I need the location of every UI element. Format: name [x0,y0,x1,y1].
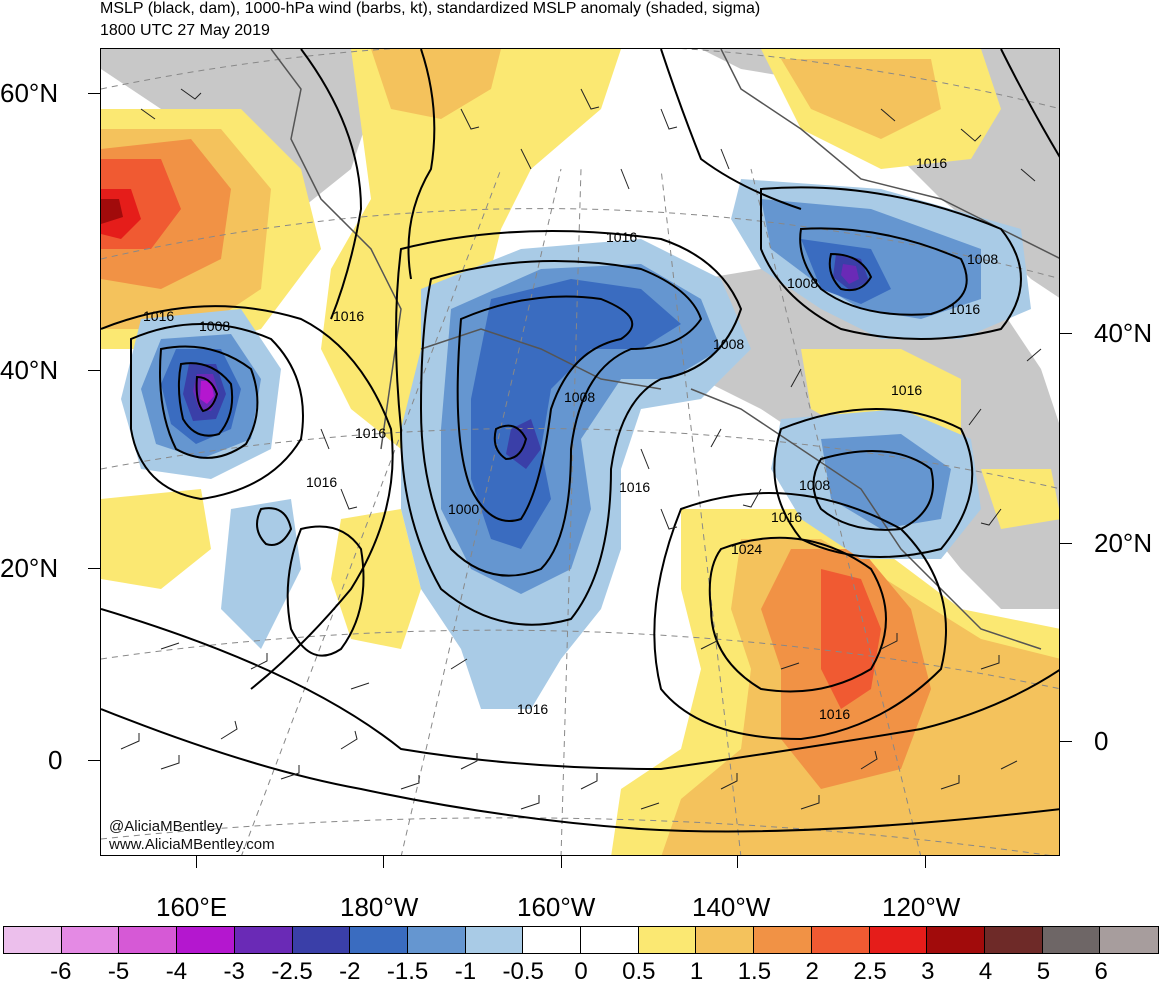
lat-tick-right [1060,543,1072,544]
lat-label-right: 0 [1094,726,1109,756]
lon-label: 140°W [692,892,771,922]
isobar-label: 1016 [606,229,637,245]
colorbar-swatch [4,927,62,953]
isobar-label: 1008 [799,477,830,493]
lat-label-right: 20°N [1094,528,1153,558]
colorbar-swatch [1100,927,1159,953]
isobars [101,49,1059,833]
colorbar-label: 6 [1094,958,1108,985]
colorbar-label: -5 [107,958,130,985]
colorbar-label: 5 [1036,958,1051,985]
colorbar-label: 0.5 [622,958,656,985]
isobar-label: 1016 [333,308,364,324]
colorbar-label: -1 [454,958,477,985]
colorbar-label: 3 [921,958,935,985]
wind-barbs [120,88,1042,810]
colorbar-swatch [984,927,1043,953]
colorbar-swatch [927,927,985,953]
colorbar-label: 0 [574,958,588,985]
colorbar-label: 1.5 [737,958,772,985]
colorbar-label: 4 [978,958,993,985]
lon-label: 160°E [156,892,228,922]
watermark-url: www.AliciaMBentley.com [108,836,275,853]
isobar-label: 1016 [143,308,174,324]
map-panel: 1016 1008 1016 1016 1016 1016 1008 1000 … [100,48,1060,856]
lat-tick [88,760,100,761]
lon-label: 180°W [340,892,419,922]
anomaly-colorbar [3,926,1159,954]
lat-label-left: 60°N [0,78,59,108]
colorbar-swatch [523,927,582,953]
colorbar-label: -4 [165,958,188,985]
isobar-label: 1008 [199,318,230,334]
lon-tick [561,856,562,868]
colorbar-label: -6 [50,958,72,985]
map-valid-time: 1800 UTC 27 May 2019 [100,22,270,39]
isobar-label: 1016 [819,706,850,722]
isobar-label: 1016 [306,474,337,490]
graticule [101,49,1059,855]
colorbar-swatch [638,927,697,953]
isobar-label: 1016 [771,509,802,525]
colorbar-swatch [407,927,466,953]
colorbar-label: 2 [805,958,819,985]
isobar-label: 1008 [564,389,595,405]
lat-label-left: 20°N [0,553,59,583]
isobar-label: 1016 [517,701,548,717]
colorbar-swatch [754,927,812,953]
map-title: MSLP (black, dam), 1000-hPa wind (barbs,… [100,0,761,17]
colorbar-swatch [465,927,524,953]
negative-anomaly-shading [121,179,1031,709]
isobar-labels: 1016 1008 1016 1016 1016 1016 1008 1000 … [143,155,998,722]
map-canvas: 1016 1008 1016 1016 1016 1016 1008 1000 … [101,49,1059,855]
isobar-label: 1000 [448,501,479,517]
colorbar-label: -1.5 [386,958,429,985]
isobar-label: 1016 [916,155,947,171]
lat-label-left: 0 [48,745,63,775]
lon-label: 160°W [517,892,596,922]
colorbar-swatch [350,927,408,953]
isobar-label: 1016 [619,479,650,495]
colorbar-swatch [1042,927,1101,953]
colorbar-swatch [292,927,351,953]
lat-tick-right [1060,741,1072,742]
lat-label-left: 40°N [0,355,59,385]
colorbar-swatch [177,927,235,953]
colorbar-label: -2 [339,958,361,985]
lon-tick [196,856,197,868]
isobar-label: 1016 [891,382,922,398]
lat-tick [88,370,100,371]
colorbar-swatch [581,927,639,953]
watermark: @AliciaMBentley www.AliciaMBentley.com [108,818,275,853]
colorbar-swatch [234,927,293,953]
watermark-handle: @AliciaMBentley [109,818,223,835]
lon-label: 120°W [882,892,961,922]
isobar-label: 1008 [713,336,744,352]
colorbar-label: -0.5 [502,958,544,985]
lon-tick [925,856,926,868]
lon-tick [383,856,384,868]
colorbar-swatch [696,927,755,953]
colorbar-label: -3 [223,958,245,985]
lat-tick [88,93,100,94]
lat-label-right: 40°N [1094,318,1153,348]
isobar-label: 1016 [355,425,386,441]
colorbar-swatch [61,927,120,953]
colorbar-swatch [869,927,928,953]
colorbar-swatch [119,927,178,953]
colorbar-label: -2.5 [271,958,313,985]
isobar-label: 1008 [787,275,818,291]
isobar-label: 1008 [967,251,998,267]
colorbar-swatch [811,927,870,953]
colorbar-label: 1 [689,958,704,985]
colorbar-label: 2.5 [853,958,887,985]
lat-tick-right [1060,333,1072,334]
lon-tick [737,856,738,868]
lat-tick [88,568,100,569]
isobar-label: 1024 [731,541,762,557]
isobar-label: 1016 [949,301,980,317]
